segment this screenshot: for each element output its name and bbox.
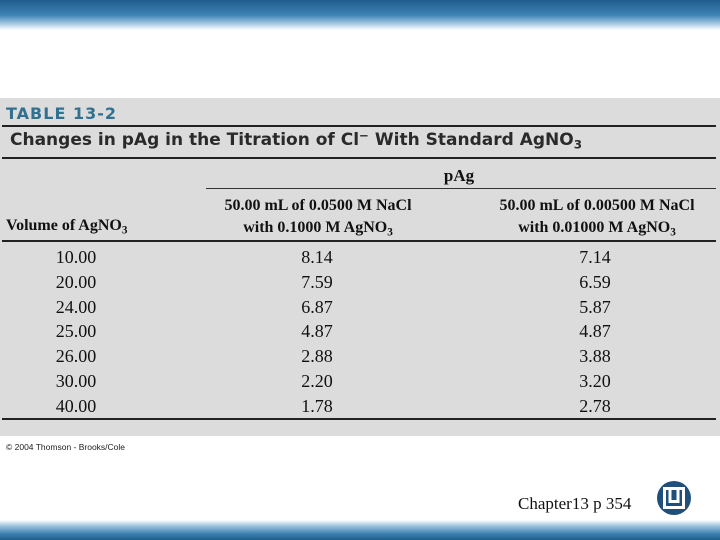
volume-cell: 30.00 bbox=[55, 370, 97, 391]
pag-col2-cell: 2.78 bbox=[579, 395, 611, 416]
group-header-pag: pAg bbox=[443, 166, 475, 185]
pag-col1-cell: 2.88 bbox=[301, 346, 333, 367]
pag-col2-cell: 4.87 bbox=[579, 321, 611, 342]
university-logo-icon bbox=[656, 480, 692, 516]
pag-col1-cell: 1.78 bbox=[301, 395, 333, 416]
header-rule bbox=[2, 240, 716, 242]
table-row: 10.00 8.14 7.14 bbox=[0, 245, 720, 270]
university-logo-svg bbox=[657, 481, 691, 515]
col2-header-line1: 50.00 mL of 0.00500 M NaCl bbox=[499, 197, 695, 214]
pag-col2-cell: 3.88 bbox=[579, 346, 611, 367]
volume-cell: 10.00 bbox=[55, 247, 97, 267]
pag-col1-cell: 8.14 bbox=[301, 247, 333, 267]
pag-col2-cell: 5.87 bbox=[579, 296, 611, 317]
top-rule bbox=[2, 125, 716, 127]
title-middle: With Standard AgNO bbox=[369, 130, 574, 150]
title-rule bbox=[2, 157, 716, 159]
col1-header: 50.00 mL of 0.0500 M NaCl with 0.1000 M … bbox=[204, 195, 432, 239]
col2-header: 50.00 mL of 0.00500 M NaCl with 0.01000 … bbox=[478, 195, 716, 239]
title-superscript: − bbox=[359, 128, 369, 143]
title-subscript: 3 bbox=[573, 137, 582, 152]
table-panel bbox=[0, 98, 720, 436]
chapter-caption: Chapter13 p 354 bbox=[518, 494, 632, 513]
pag-col1-cell: 2.20 bbox=[301, 370, 333, 391]
title-prefix: Changes in pAg in the Titration of Cl bbox=[10, 130, 360, 150]
bottom-rule bbox=[2, 418, 716, 420]
pag-col2-cell: 7.14 bbox=[579, 247, 611, 267]
table-row: 25.00 4.87 4.87 bbox=[0, 319, 720, 344]
group-header-rule bbox=[206, 188, 716, 189]
pag-col2-cell: 6.59 bbox=[579, 271, 611, 292]
table-label: TABLE 13-2 bbox=[6, 104, 117, 123]
pag-col2-cell: 3.20 bbox=[579, 370, 611, 391]
table-row: 20.00 7.59 6.59 bbox=[0, 270, 720, 295]
col1-header-line2: with 0.1000 M AgNO3 bbox=[243, 219, 393, 239]
top-banner bbox=[0, 0, 720, 30]
col1-header-line1: 50.00 mL of 0.0500 M NaCl bbox=[224, 197, 412, 214]
pag-col1-cell: 6.87 bbox=[301, 296, 333, 317]
volume-cell: 20.00 bbox=[55, 271, 97, 292]
table-row: 24.00 6.87 5.87 bbox=[0, 295, 720, 320]
pag-col1-cell: 4.87 bbox=[301, 321, 333, 342]
row-header-volume: Volume of AgNO3 bbox=[6, 217, 128, 237]
volume-cell: 25.00 bbox=[55, 321, 97, 342]
table-row: 26.00 2.88 3.88 bbox=[0, 344, 720, 369]
pag-col1-cell: 7.59 bbox=[301, 271, 333, 292]
bottom-banner bbox=[0, 520, 720, 540]
volume-cell: 40.00 bbox=[55, 395, 97, 416]
table-row: 40.00 1.78 2.78 bbox=[0, 394, 720, 419]
col2-header-line2: with 0.01000 M AgNO3 bbox=[518, 219, 676, 239]
volume-cell: 26.00 bbox=[55, 346, 97, 367]
table-body: 10.00 8.14 7.14 20.00 7.59 6.59 24.00 6.… bbox=[0, 245, 720, 419]
table-row: 30.00 2.20 3.20 bbox=[0, 369, 720, 394]
volume-cell: 24.00 bbox=[55, 296, 97, 317]
copyright-notice: © 2004 Thomson - Brooks/Cole bbox=[6, 442, 126, 452]
table-title: Changes in pAg in the Titration of Cl− W… bbox=[10, 128, 582, 152]
